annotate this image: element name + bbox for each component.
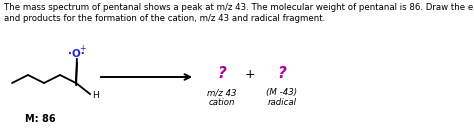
Text: radical: radical — [267, 98, 297, 107]
Text: +: + — [245, 67, 255, 81]
Text: and products for the formation of the cation, m/z 43 and radical fragment.: and products for the formation of the ca… — [4, 14, 325, 23]
Text: H: H — [92, 92, 99, 100]
Text: ·O·: ·O· — [68, 49, 84, 59]
Text: (M -43): (M -43) — [266, 88, 298, 97]
Text: ?: ? — [278, 67, 286, 82]
Text: M: 86: M: 86 — [25, 114, 55, 124]
Text: m/z 43: m/z 43 — [207, 88, 237, 97]
Text: ?: ? — [218, 67, 227, 82]
Text: cation: cation — [209, 98, 235, 107]
Text: +: + — [79, 44, 85, 53]
Text: The mass spectrum of pentanal shows a peak at m/z 43. The molecular weight of pe: The mass spectrum of pentanal shows a pe… — [4, 3, 474, 12]
